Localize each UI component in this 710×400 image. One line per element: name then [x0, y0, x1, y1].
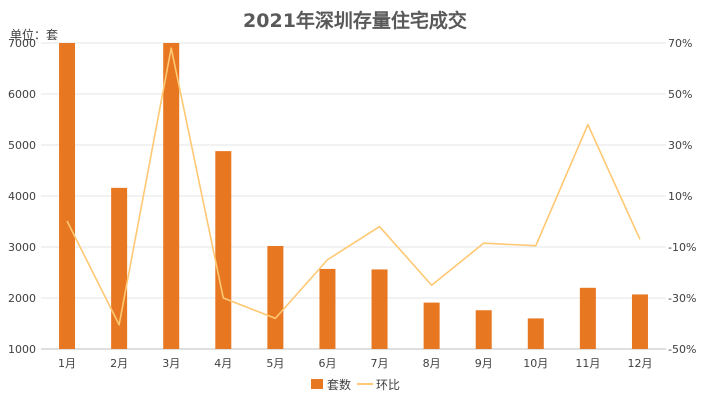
legend-bar-label: 套数 [327, 377, 351, 392]
x-tick-label: 9月 [475, 357, 493, 370]
y-right-tick-label: 70% [668, 37, 692, 50]
x-tick-label: 6月 [318, 357, 336, 370]
bar [215, 151, 232, 349]
x-tick-label: 3月 [162, 357, 180, 370]
unit-label: 单位：套 [10, 28, 59, 42]
y-left-tick-label: 2000 [8, 292, 36, 305]
x-tick-label: 2月 [110, 357, 128, 370]
y-right-tick-label: 10% [668, 190, 692, 203]
y-left-tick-label: 4000 [8, 190, 36, 203]
y-left-tick-label: 5000 [8, 139, 36, 152]
y-left-tick-label: 7000 [8, 37, 36, 50]
left-axis-ticks: 1000 2000 3000 4000 5000 6000 7000 [8, 37, 36, 356]
x-tick-label: 8月 [423, 357, 441, 370]
y-left-tick-label: 1000 [8, 343, 36, 356]
bar [59, 43, 76, 349]
x-axis-ticks: 1月 2月 3月 4月 5月 6月 7月 8月 9月 10月 11月 12月 [58, 357, 652, 370]
y-right-tick-label: 50% [668, 88, 692, 101]
x-tick-label: 11月 [575, 357, 600, 370]
x-tick-label: 5月 [266, 357, 284, 370]
bar [111, 187, 128, 349]
x-tick-label: 4月 [214, 357, 232, 370]
bar [631, 294, 648, 349]
bar [579, 287, 596, 349]
y-left-tick-label: 6000 [8, 88, 36, 101]
legend: 套数 环比 [311, 377, 400, 392]
bar-series [59, 43, 648, 349]
bar [475, 310, 492, 349]
bar [423, 302, 440, 349]
x-tick-label: 7月 [371, 357, 389, 370]
bar [163, 43, 180, 349]
bar [267, 245, 284, 349]
x-tick-label: 10月 [523, 357, 548, 370]
y-right-tick-label: 30% [668, 139, 692, 152]
legend-bar-swatch [311, 379, 323, 389]
y-left-tick-label: 3000 [8, 241, 36, 254]
gridlines [41, 42, 666, 350]
bar [319, 268, 336, 349]
series-line [66, 47, 641, 326]
x-tick-label: 12月 [627, 357, 652, 370]
legend-line-label: 环比 [376, 378, 400, 392]
y-right-tick-label: -50% [668, 343, 696, 356]
bar [527, 318, 544, 349]
y-right-tick-label: -10% [668, 241, 696, 254]
y-right-tick-label: -30% [668, 292, 696, 305]
chart-title: 2021年深圳存量住宅成交 [243, 10, 467, 32]
x-tick-label: 1月 [58, 357, 76, 370]
right-axis-ticks: -50% -30% -10% 10% 30% 50% 70% [668, 37, 696, 356]
bar [371, 269, 388, 349]
line-series [66, 47, 641, 326]
